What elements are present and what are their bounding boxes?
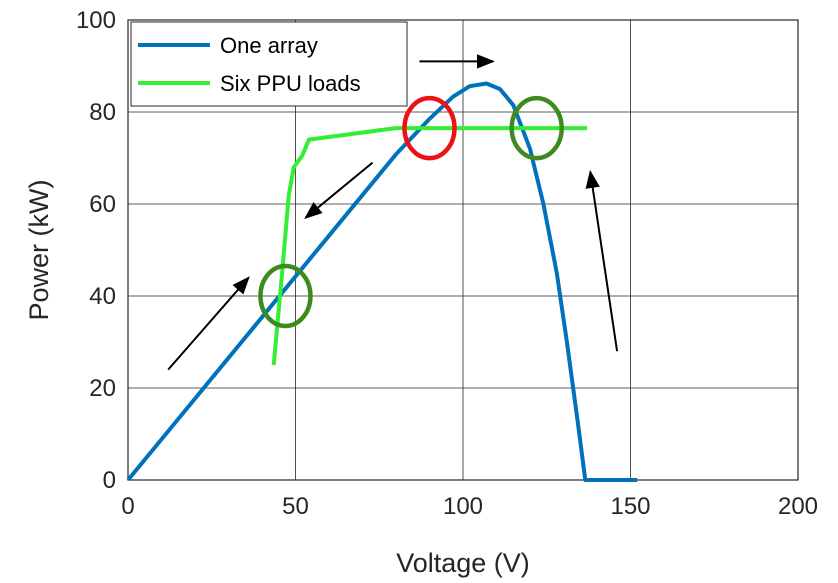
legend-label-0: One array [220,33,318,58]
plot-area-frame [127,19,799,481]
annotations [167,54,619,371]
y-tick-label: 60 [89,191,116,218]
annotation-arrow-3 [585,170,619,352]
legend: One array Six PPU loads [130,21,408,107]
annotation-circle-0 [258,263,313,329]
y-tick-label: 100 [76,7,116,34]
series-line-1 [271,126,587,366]
y-tick-label: 0 [103,467,116,494]
annotation-arrow-0 [167,276,250,371]
legend-label-1: Six PPU loads [220,71,361,96]
annotation-circle-2 [509,95,564,161]
series-lines [126,81,638,482]
y-tick-label: 20 [89,375,116,402]
series-line-0 [126,81,638,482]
annotation-arrow-1 [304,161,374,219]
x-axis-label: Voltage (V) [396,548,530,578]
annotation-circle-1 [402,95,457,161]
y-tick-label: 80 [89,99,116,126]
y-tick-label: 40 [89,283,116,310]
x-tick-label: 50 [282,493,309,520]
grid [128,20,798,480]
x-tick-label: 150 [610,493,650,520]
x-tick-label: 0 [121,493,134,520]
x-tick-label: 100 [443,493,483,520]
legend-box [130,21,408,107]
axis-ticks: 0 50 100 150 200 0 20 40 60 80 100 [76,7,818,520]
x-tick-label: 200 [778,493,818,520]
y-axis-label: Power (kW) [24,180,54,321]
